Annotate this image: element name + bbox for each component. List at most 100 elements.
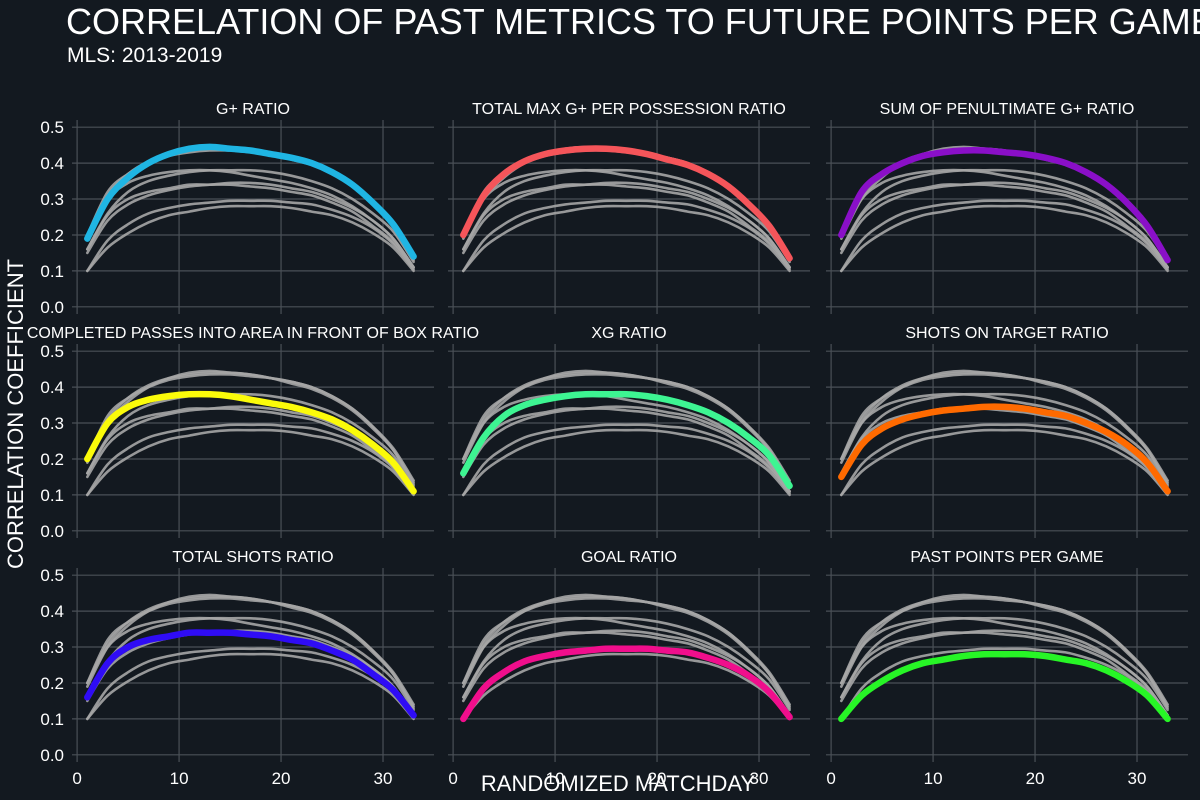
background-series-line (86, 595, 415, 708)
background-series-line (840, 147, 1169, 260)
background-series-line (840, 596, 1169, 710)
background-series-line (86, 147, 415, 260)
facet-title: COMPLETED PASSES INTO AREA IN FRONT OF B… (27, 325, 479, 342)
x-tick-label: 30 (750, 769, 769, 788)
background-series-line (86, 372, 415, 486)
y-tick-label: 0.0 (40, 522, 64, 541)
background-series-line (86, 371, 415, 484)
facet-panel-past-points-per-game: PAST POINTS PER GAME 0 10 20 30 (826, 549, 1188, 788)
y-axis-title: CORRELATION COEFFICIENT (3, 259, 28, 569)
y-tick-label: 0.0 (40, 298, 64, 317)
y-tick-label: 0.3 (40, 190, 64, 209)
facet-panel-total-max-g-per-possession-ratio: TOTAL MAX G+ PER POSSESSION RATIO (448, 101, 810, 314)
series-line-completed-passes-into-area-in-front-of-box-ratio (84, 390, 417, 495)
background-series-line (462, 199, 791, 273)
x-tick-label: 30 (1128, 769, 1147, 788)
background-series-line (86, 596, 415, 710)
facet-panel-sum-of-penultimate-g-ratio: SUM OF PENULTIMATE G+ RATIO (826, 101, 1188, 314)
facet-title: G+ RATIO (216, 101, 290, 118)
facet-panel-g-ratio: G+ RATIO 0.0 0.1 0.2 0.3 0.4 0.5 (40, 101, 434, 317)
background-series-line (840, 428, 1169, 497)
background-series-line (840, 423, 1169, 497)
x-tick-label: 10 (924, 769, 943, 788)
facet-title: PAST POINTS PER GAME (910, 549, 1103, 566)
facet-title: TOTAL MAX G+ PER POSSESSION RATIO (472, 101, 786, 118)
background-series-line (462, 616, 791, 712)
facet-title: SUM OF PENULTIMATE G+ RATIO (880, 101, 1135, 118)
background-series-line (840, 168, 1169, 264)
background-series-line (462, 407, 791, 493)
background-series-line (840, 616, 1169, 712)
background-series-line (462, 168, 791, 264)
background-series-line (86, 629, 415, 717)
y-tick-label: 0.3 (40, 414, 64, 433)
y-tick-label: 0.2 (40, 226, 64, 245)
background-series-line (840, 631, 1169, 717)
background-series-line (462, 405, 791, 493)
y-tick-label: 0.0 (40, 746, 64, 765)
x-tick-label: 30 (374, 769, 393, 788)
background-series-line (840, 204, 1169, 273)
background-series-line (462, 371, 791, 484)
background-series-line (86, 616, 415, 712)
background-series-line (462, 631, 791, 717)
facet-panel-goal-ratio: GOAL RATIO 0 10 20 30 (448, 549, 810, 788)
series-line-total-shots-ratio (84, 629, 417, 719)
y-tick-label: 0.5 (40, 118, 64, 137)
background-series-line (462, 629, 791, 717)
background-series-line (86, 647, 415, 721)
background-series-line (840, 372, 1169, 486)
background-series-line (86, 428, 415, 497)
background-series-line (86, 183, 415, 269)
background-series-line (86, 423, 415, 497)
background-series-line (840, 407, 1169, 493)
series-line-shots-on-target-ratio (838, 403, 1171, 495)
background-series-line (462, 423, 791, 497)
x-tick-label: 10 (170, 769, 189, 788)
background-series-line (840, 392, 1169, 488)
background-series-line (840, 183, 1169, 269)
x-tick-label: 0 (448, 769, 457, 788)
chart-subtitle: MLS: 2013-2019 (67, 44, 222, 67)
facet-title: GOAL RATIO (581, 549, 677, 566)
y-tick-label: 0.5 (40, 566, 64, 585)
y-tick-label: 0.1 (40, 486, 64, 505)
y-tick-label: 0.5 (40, 342, 64, 361)
background-series-line (86, 204, 415, 273)
x-tick-label: 10 (546, 769, 565, 788)
background-series-line (840, 647, 1169, 721)
background-series-line (462, 181, 791, 269)
facet-panel-xg-ratio: XG RATIO (448, 325, 810, 538)
y-tick-label: 0.4 (40, 154, 64, 173)
x-tick-label: 20 (648, 769, 667, 788)
x-tick-label: 20 (272, 769, 291, 788)
y-tick-label: 0.4 (40, 378, 64, 397)
series-line-past-points-per-game (838, 650, 1171, 723)
series-line-sum-of-penultimate-g-ratio (838, 147, 1171, 264)
background-series-line (840, 371, 1169, 484)
background-series-line (840, 199, 1169, 273)
chart-title: CORRELATION OF PAST METRICS TO FUTURE PO… (66, 1, 1200, 42)
background-series-line (86, 392, 415, 488)
y-tick-label: 0.4 (40, 602, 64, 621)
background-series-line (86, 199, 415, 273)
facet-panel-total-shots-ratio: TOTAL SHOTS RATIO 0.0 0.1 0.2 0.3 0.4 0.5 0 10 20… (40, 549, 434, 788)
x-tick-label: 0 (72, 769, 81, 788)
background-series-line (462, 372, 791, 486)
facet-panel-completed-passes-into-area-in-front-of-box-ratio: COMPLETED PASSES INTO AREA IN FRONT OF B… (27, 325, 479, 541)
series-line-goal-ratio (460, 645, 793, 723)
facet-title: XG RATIO (591, 325, 666, 342)
facet-panels: G+ RATIO 0.0 0.1 0.2 0.3 0.4 0.5 TOTAL MAX G+ P… (27, 101, 1188, 788)
y-tick-label: 0.3 (40, 638, 64, 657)
y-tick-label: 0.1 (40, 710, 64, 729)
y-tick-label: 0.2 (40, 450, 64, 469)
background-series-line (840, 595, 1169, 708)
series-line-g-ratio (84, 143, 417, 260)
series-line-xg-ratio (460, 390, 793, 490)
background-series-line (462, 428, 791, 497)
y-tick-label: 0.1 (40, 262, 64, 281)
background-series-line (462, 596, 791, 710)
background-series-line (86, 407, 415, 493)
background-series-line (86, 652, 415, 721)
